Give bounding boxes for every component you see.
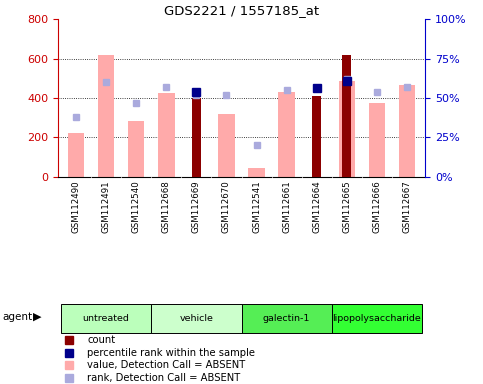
Text: GSM112670: GSM112670: [222, 180, 231, 233]
Text: GSM112664: GSM112664: [312, 180, 321, 233]
Bar: [398, 85, 415, 177]
Text: percentile rank within the sample: percentile rank within the sample: [87, 348, 256, 358]
Bar: [339, 81, 355, 177]
Text: rank, Detection Call = ABSENT: rank, Detection Call = ABSENT: [87, 372, 241, 382]
Title: GDS2221 / 1557185_at: GDS2221 / 1557185_at: [164, 3, 319, 17]
Text: galectin-1: galectin-1: [263, 314, 310, 323]
Text: vehicle: vehicle: [179, 314, 213, 323]
Bar: [248, 168, 265, 177]
Bar: [192, 98, 201, 177]
Bar: [61, 304, 151, 333]
Text: GSM112668: GSM112668: [162, 180, 171, 233]
Text: agent: agent: [2, 312, 32, 322]
Bar: [151, 304, 242, 333]
Text: GSM112666: GSM112666: [372, 180, 382, 233]
Bar: [218, 114, 235, 177]
Text: GSM112665: GSM112665: [342, 180, 351, 233]
Bar: [158, 93, 174, 177]
Text: GSM112491: GSM112491: [101, 180, 111, 233]
Text: value, Detection Call = ABSENT: value, Detection Call = ABSENT: [87, 360, 245, 370]
Bar: [68, 133, 85, 177]
Bar: [332, 304, 422, 333]
Text: GSM112667: GSM112667: [402, 180, 412, 233]
Text: count: count: [87, 335, 115, 345]
Text: GSM112661: GSM112661: [282, 180, 291, 233]
Bar: [369, 103, 385, 177]
Text: untreated: untreated: [83, 314, 129, 323]
Text: GSM112490: GSM112490: [71, 180, 81, 233]
Text: ▶: ▶: [33, 312, 42, 322]
Text: GSM112540: GSM112540: [132, 180, 141, 233]
Bar: [98, 55, 114, 177]
Bar: [312, 96, 321, 177]
Bar: [242, 304, 332, 333]
Bar: [278, 92, 295, 177]
Bar: [128, 121, 144, 177]
Text: GSM112669: GSM112669: [192, 180, 201, 233]
Bar: [342, 55, 351, 177]
Text: GSM112541: GSM112541: [252, 180, 261, 233]
Text: lipopolysaccharide: lipopolysaccharide: [332, 314, 421, 323]
